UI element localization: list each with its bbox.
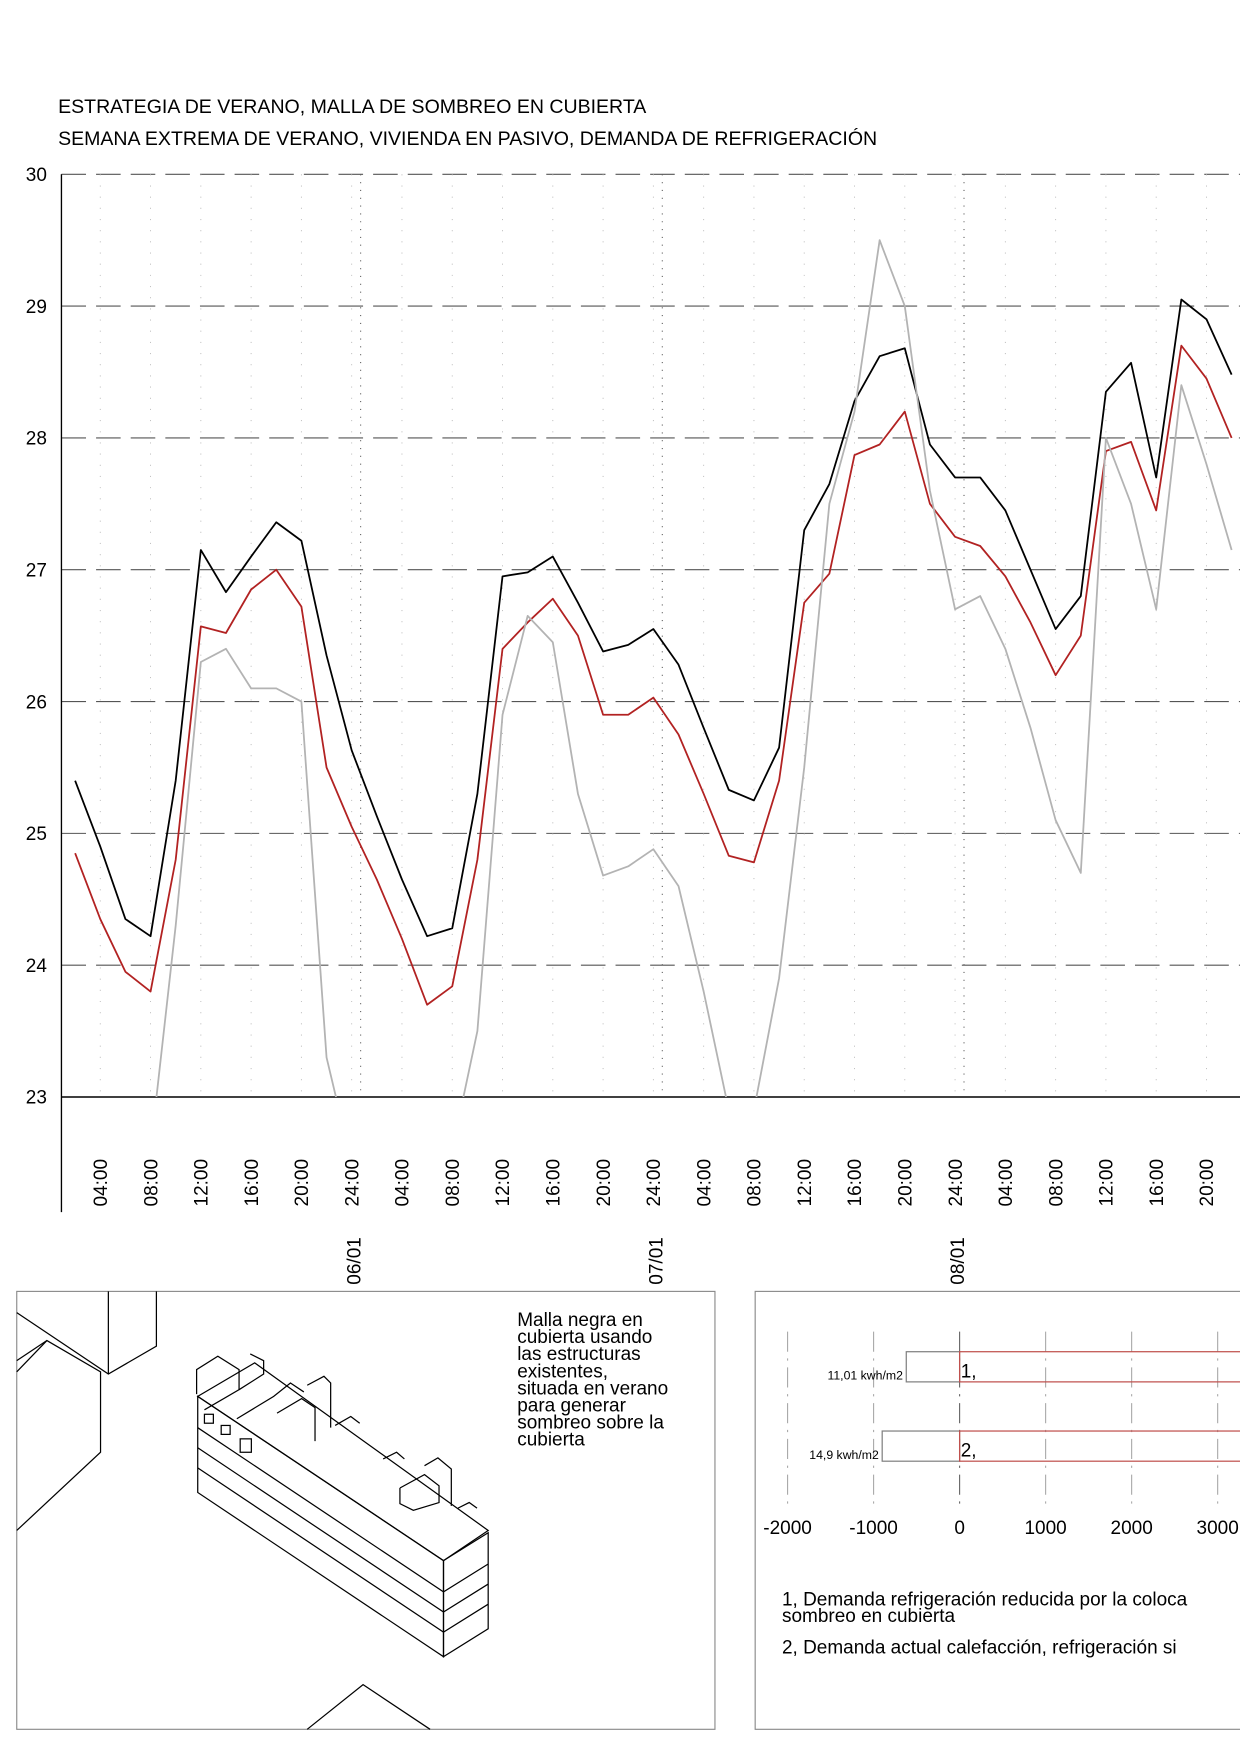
x-tick-label: 16:00 xyxy=(845,1159,866,1207)
x-tick-label: 04:00 xyxy=(91,1159,112,1207)
y-tick-label: 30 xyxy=(26,165,47,186)
y-tick-label: 23 xyxy=(26,1088,47,1109)
series-line xyxy=(74,344,1233,1006)
x-tick-label: 04:00 xyxy=(996,1159,1017,1207)
caption-line: situada en verano xyxy=(517,1378,668,1399)
y-tick-label: 28 xyxy=(26,429,47,450)
x-tick-label: 08:00 xyxy=(141,1159,162,1207)
bar-plot xyxy=(881,1351,1240,1462)
x-tick-label: 16:00 xyxy=(544,1159,565,1207)
bar-panel xyxy=(754,1290,1240,1730)
bar xyxy=(958,1430,1240,1462)
caption-line: Malla negra en xyxy=(517,1310,643,1331)
series-line xyxy=(74,298,1233,938)
note: 1, Demanda refrigeración reducida por la… xyxy=(782,1589,1188,1610)
x-tick-label: 3000 xyxy=(1197,1518,1239,1539)
caption-line: sombreo sobre la xyxy=(517,1413,664,1434)
date-label: 08/01 xyxy=(948,1237,969,1285)
bar-annotation: 14,9 kwh/m2 xyxy=(809,1448,879,1462)
x-tick-label: 24:00 xyxy=(946,1159,967,1207)
bar-grid xyxy=(787,1331,1219,1511)
note: sombreo en cubierta xyxy=(782,1606,956,1627)
x-tick-label: 04:00 xyxy=(694,1159,715,1207)
bar-labels: -2000 -1000 0 1000 2000 3000 1, 11,01 kwh/m2 2, 1… xyxy=(763,1361,1238,1658)
y-tick-label: 25 xyxy=(26,824,47,845)
y-tick-label: 26 xyxy=(26,692,47,713)
x-tick-label: 20:00 xyxy=(594,1159,615,1207)
x-tick-label: -1000 xyxy=(849,1518,898,1539)
isometric-sketch xyxy=(16,1291,490,1730)
bar xyxy=(958,1351,1240,1383)
x-tick-label: 08:00 xyxy=(745,1159,766,1207)
x-tick-label: 12:00 xyxy=(795,1159,816,1207)
x-tick-label: 24:00 xyxy=(644,1159,665,1207)
x-tick-label: 0 xyxy=(954,1518,965,1539)
bar xyxy=(881,1430,961,1462)
x-tick-label: 16:00 xyxy=(1147,1159,1168,1207)
plot-area xyxy=(74,239,1233,1098)
y-tick-label: 29 xyxy=(26,297,47,318)
x-tick-label: 1000 xyxy=(1025,1518,1067,1539)
x-tick-label: 20:00 xyxy=(895,1159,916,1207)
date-label: 06/01 xyxy=(345,1237,366,1285)
axis-labels: 23 24 25 26 27 28 29 30 04:00 08:00 12:00 16:00 20:0… xyxy=(26,165,1218,1285)
category-label: 2, xyxy=(961,1441,977,1462)
category-label: 1, xyxy=(961,1361,977,1382)
x-tick-label: 12:00 xyxy=(192,1159,213,1207)
series-line xyxy=(155,239,1233,1098)
date-label: 07/01 xyxy=(646,1237,667,1285)
caption-line: para generar xyxy=(517,1395,626,1416)
x-tick-label: 20:00 xyxy=(292,1159,313,1207)
chart-title: ESTRATEGIA DE VERANO, MALLA DE SOMBREO E… xyxy=(58,96,646,118)
sketch-panel xyxy=(16,1290,716,1730)
x-tick-label: 12:00 xyxy=(1097,1159,1118,1207)
x-tick-label: 04:00 xyxy=(393,1159,414,1207)
x-tick-label: 20:00 xyxy=(1197,1159,1218,1207)
chart-subtitle: SEMANA EXTREMA DE VERANO, VIVIENDA EN PA… xyxy=(58,127,877,150)
bar-annotation: 11,01 kwh/m2 xyxy=(827,1369,903,1383)
grid xyxy=(61,173,1240,1098)
caption-line: existentes, xyxy=(517,1361,608,1382)
x-tick-label: 24:00 xyxy=(342,1159,363,1207)
caption-line: cubierta usando xyxy=(517,1327,652,1348)
note: 2, Demanda actual calefacción, refrigera… xyxy=(782,1637,1177,1658)
y-tick-label: 27 xyxy=(26,560,47,581)
x-tick-label: 08:00 xyxy=(443,1159,464,1207)
x-tick-label: 16:00 xyxy=(242,1159,263,1207)
x-tick-label: -2000 xyxy=(763,1518,812,1539)
x-tick-label: 2000 xyxy=(1111,1518,1153,1539)
bar xyxy=(905,1351,961,1383)
x-tick-label: 08:00 xyxy=(1046,1159,1067,1207)
x-tick-label: 12:00 xyxy=(493,1159,514,1207)
y-tick-label: 24 xyxy=(26,956,47,977)
caption-line: las estructuras xyxy=(517,1344,640,1365)
caption-line: cubierta xyxy=(517,1430,585,1451)
